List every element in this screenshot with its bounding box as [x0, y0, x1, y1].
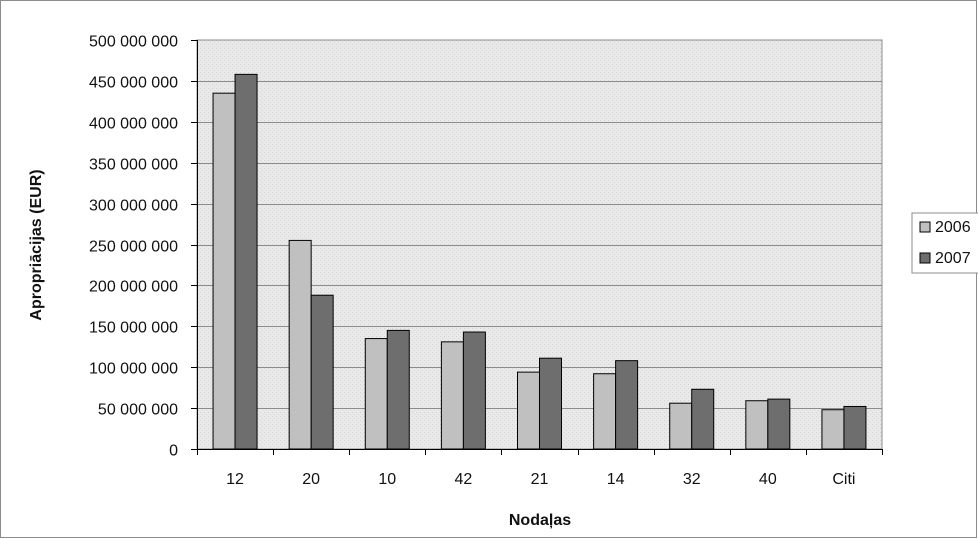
x-axis-title: Nodaļas [509, 512, 571, 529]
legend-label-2007: 2007 [935, 250, 971, 267]
x-tick-label: 40 [759, 471, 777, 488]
bar-2006-40 [745, 400, 769, 450]
y-axis-title: Apropriācijas (EUR) [28, 169, 45, 320]
x-tick-label: 20 [302, 471, 320, 488]
bar-2006-42 [440, 341, 464, 450]
bar-2006-21 [517, 371, 540, 450]
y-tick-label: 500 000 000 [89, 34, 178, 51]
bar-2006-20 [288, 239, 312, 450]
y-tick-label: 100 000 000 [89, 361, 178, 378]
legend-swatch-2007 [919, 252, 931, 264]
y-tick-label: 450 000 000 [89, 75, 178, 92]
bar-2006-32 [669, 402, 693, 450]
bar-2007-14 [615, 360, 639, 450]
bar-2007-32 [691, 388, 715, 450]
bar-2006-10 [364, 338, 388, 450]
y-tick-label: 250 000 000 [89, 239, 178, 256]
bar-2007-42 [462, 331, 486, 450]
y-tick-label: 0 [169, 443, 178, 460]
bars [212, 73, 867, 450]
x-tick-label: Citi [832, 471, 855, 488]
legend-swatch-2006 [919, 221, 931, 233]
x-tick-label: 32 [683, 471, 701, 488]
x-tick-label: 10 [378, 471, 396, 488]
y-tick-labels: 0 50 000 000 100 000 000 150 000 000 200 000… [89, 34, 178, 460]
legend: 2006 2007 [911, 212, 978, 274]
bar-2007-21 [539, 357, 562, 450]
axes [197, 40, 882, 450]
y-tick-label: 300 000 000 [89, 198, 178, 215]
bar-2007-12 [234, 73, 258, 450]
bar-2007-40 [767, 398, 791, 450]
bar-2007-20 [310, 294, 334, 450]
y-tick-label: 150 000 000 [89, 320, 178, 337]
bar-2006-Citi [821, 409, 845, 450]
y-tick-label: 350 000 000 [89, 157, 178, 174]
bar-2006-14 [593, 373, 617, 450]
x-tick-label: 14 [607, 471, 625, 488]
legend-label-2006: 2006 [935, 219, 971, 236]
bar-2007-Citi [843, 405, 867, 450]
x-tick-labels: 12 20 10 42 21 14 32 40 Citi [197, 449, 883, 488]
x-tick-label: 12 [226, 471, 244, 488]
y-tick-label: 50 000 000 [98, 402, 178, 419]
y-tick-label: 200 000 000 [89, 279, 178, 296]
x-tick-label: 21 [531, 471, 549, 488]
bar-2007-10 [386, 329, 410, 450]
bar-2006-12 [212, 92, 236, 450]
x-tick-label: 42 [454, 471, 472, 488]
y-tick-label: 400 000 000 [89, 116, 178, 133]
